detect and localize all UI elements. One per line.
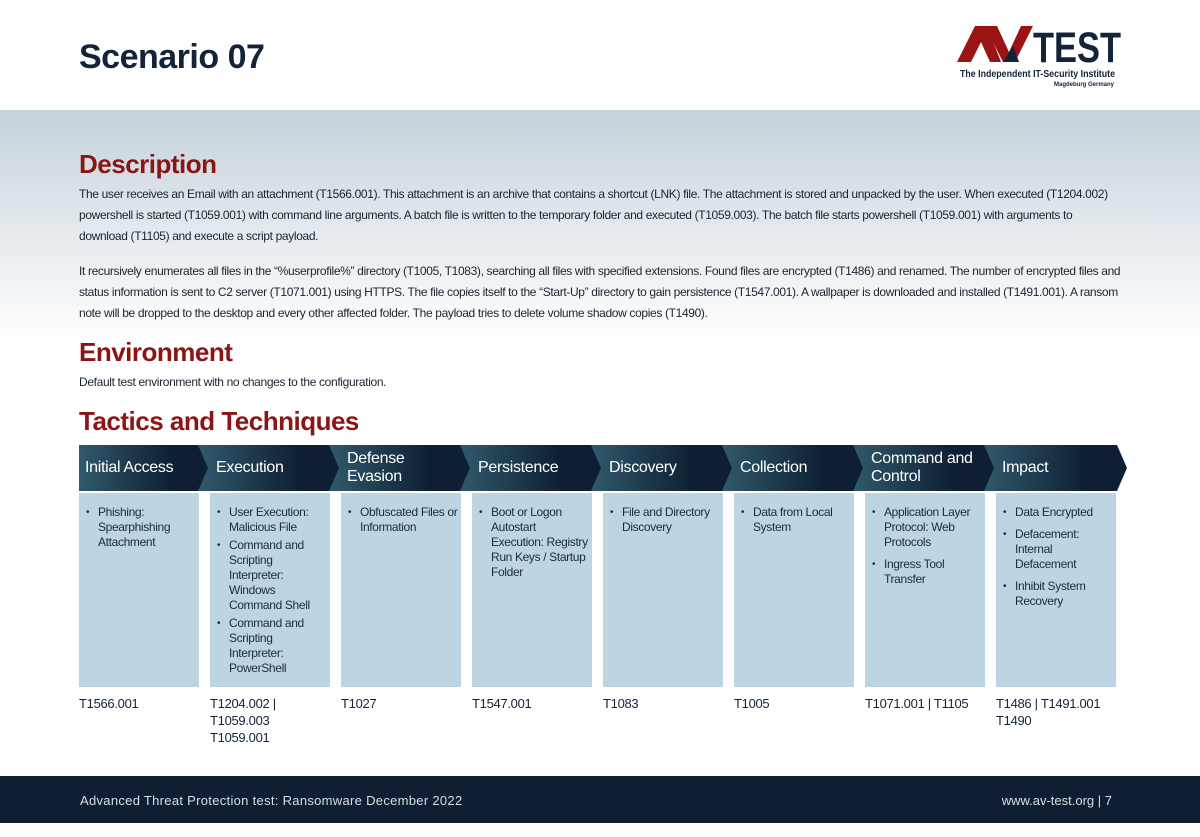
technique-ids: T1027 bbox=[341, 696, 377, 711]
tactic-name: Execution bbox=[216, 459, 284, 476]
tactic-column-header: Discovery bbox=[591, 445, 734, 491]
tactic-header: Initial Access bbox=[79, 445, 210, 491]
technique-ids: T1566.001 bbox=[79, 696, 139, 711]
svg-text:The Independent IT-Security In: The Independent IT-Security Institute bbox=[960, 69, 1115, 80]
environment-text: Default test environment with no changes… bbox=[79, 375, 387, 389]
description-paragraph-2: It recursively enumerates all files in t… bbox=[79, 264, 1121, 320]
technique-list: Phishing: Spearphishing Attachment bbox=[79, 493, 199, 687]
technique-item: Command and Scripting Interpreter: Power… bbox=[217, 616, 327, 676]
technique-item: Data from Local System bbox=[741, 505, 851, 535]
technique-item: Phishing: Spearphishing Attachment bbox=[86, 505, 196, 550]
technique-list: Boot or Logon Autostart Execution: Regis… bbox=[472, 493, 592, 687]
svg-text:Magdeburg Germany: Magdeburg Germany bbox=[1054, 82, 1115, 88]
main-content: Description The user receives an Email w… bbox=[79, 148, 1127, 746]
technique-list: Application Layer Protocol: Web Protocol… bbox=[865, 493, 985, 687]
footer: Advanced Threat Protection test: Ransomw… bbox=[0, 776, 1200, 823]
tactic-column-header: Initial Access bbox=[79, 445, 210, 491]
tactic-column-header: Command and Control bbox=[853, 445, 996, 491]
technique-item: File and Directory Discovery bbox=[610, 505, 720, 535]
technique-ids: T1071.001 | T1105 bbox=[865, 696, 969, 711]
technique-item: Data Encrypted bbox=[1003, 505, 1113, 520]
technique-list: Obfuscated Files or Information bbox=[341, 493, 461, 687]
technique-row: Phishing: Spearphishing Attachment User E… bbox=[79, 493, 1116, 687]
technique-id-row: T1566.001 T1204.002 | T1059.003 T1059.001… bbox=[79, 695, 1116, 746]
tactic-name: Impact bbox=[1002, 459, 1049, 476]
technique-items: Data from Local System bbox=[741, 505, 851, 535]
technique-items: Boot or Logon Autostart Execution: Regis… bbox=[479, 505, 589, 580]
technique-ids: T1204.002 | T1059.003 T1059.001 bbox=[210, 696, 276, 745]
tactic-header: Command and Control bbox=[853, 445, 996, 491]
technique-items: User Execution: Malicious FileCommand an… bbox=[217, 505, 327, 676]
technique-item: Command and Scripting Interpreter: Windo… bbox=[217, 538, 327, 613]
tactic-name: Collection bbox=[740, 459, 808, 476]
technique-items: Phishing: Spearphishing Attachment bbox=[86, 505, 196, 550]
tactic-column-header: Impact bbox=[984, 445, 1127, 491]
technique-ids: T1547.001 bbox=[472, 696, 532, 711]
environment-heading: Environment bbox=[79, 337, 233, 367]
tactics-heading: Tactics and Techniques bbox=[79, 406, 359, 436]
technique-items: Data Encrypted Defacement: Internal Defac… bbox=[1003, 505, 1113, 609]
technique-item: User Execution: Malicious File bbox=[217, 505, 327, 535]
tactic-column-header: Collection bbox=[722, 445, 865, 491]
tactics-table: Initial Access Execution Defense Evasion Pe… bbox=[79, 445, 1127, 746]
tactic-name: Command and Control bbox=[871, 450, 973, 485]
technique-list: User Execution: Malicious FileCommand an… bbox=[210, 493, 330, 687]
av-test-logo: TEST The Independent IT-Security Institu… bbox=[957, 24, 1121, 88]
tactic-header: Impact bbox=[984, 445, 1127, 491]
svg-text:TEST: TEST bbox=[1033, 24, 1121, 72]
footer-title: Advanced Threat Protection test: Ransomw… bbox=[80, 793, 463, 808]
technique-item: Inhibit System Recovery bbox=[1003, 579, 1113, 609]
tactic-name: Defense Evasion bbox=[347, 450, 405, 485]
technique-list: File and Directory Discovery bbox=[603, 493, 723, 687]
tactic-column-header: Defense Evasion bbox=[329, 445, 472, 491]
technique-item: Defacement: Internal Defacement bbox=[1003, 527, 1113, 572]
technique-item: Obfuscated Files or Information bbox=[348, 505, 458, 535]
description-paragraph-1: The user receives an Email with an attac… bbox=[79, 187, 1108, 243]
tactic-header: Discovery bbox=[591, 445, 734, 491]
header-gradient bbox=[0, 110, 1200, 340]
technique-ids: T1083 bbox=[603, 696, 639, 711]
tactic-header: Collection bbox=[722, 445, 865, 491]
tactic-column-header: Persistence bbox=[460, 445, 603, 491]
technique-item: Boot or Logon Autostart Execution: Regis… bbox=[479, 505, 589, 580]
technique-items: File and Directory Discovery bbox=[610, 505, 720, 535]
technique-item: Ingress Tool Transfer bbox=[872, 557, 982, 587]
technique-item: Application Layer Protocol: Web Protocol… bbox=[872, 505, 982, 550]
technique-ids: T1005 bbox=[734, 696, 770, 711]
tactic-column-header: Execution bbox=[198, 445, 341, 491]
technique-list: Data from Local System bbox=[734, 493, 854, 687]
footer-page: www.av-test.org | 7 bbox=[1001, 793, 1112, 808]
technique-items: Obfuscated Files or Information bbox=[348, 505, 458, 535]
tactic-header: Defense Evasion bbox=[329, 445, 472, 491]
technique-ids: T1486 | T1491.001 T1490 bbox=[996, 696, 1101, 728]
tactic-name: Persistence bbox=[478, 459, 559, 476]
tactic-header: Persistence bbox=[460, 445, 603, 491]
tactic-header-row: Initial Access Execution Defense Evasion Pe… bbox=[79, 445, 1127, 491]
technique-items: Application Layer Protocol: Web Protocol… bbox=[872, 505, 982, 587]
tactic-name: Initial Access bbox=[85, 459, 174, 476]
page-title: Scenario 07 bbox=[79, 38, 265, 76]
tactic-name: Discovery bbox=[609, 459, 677, 476]
technique-list: Data Encrypted Defacement: Internal Defac… bbox=[996, 493, 1116, 687]
tactic-header: Execution bbox=[198, 445, 341, 491]
description-heading: Description bbox=[79, 149, 217, 179]
